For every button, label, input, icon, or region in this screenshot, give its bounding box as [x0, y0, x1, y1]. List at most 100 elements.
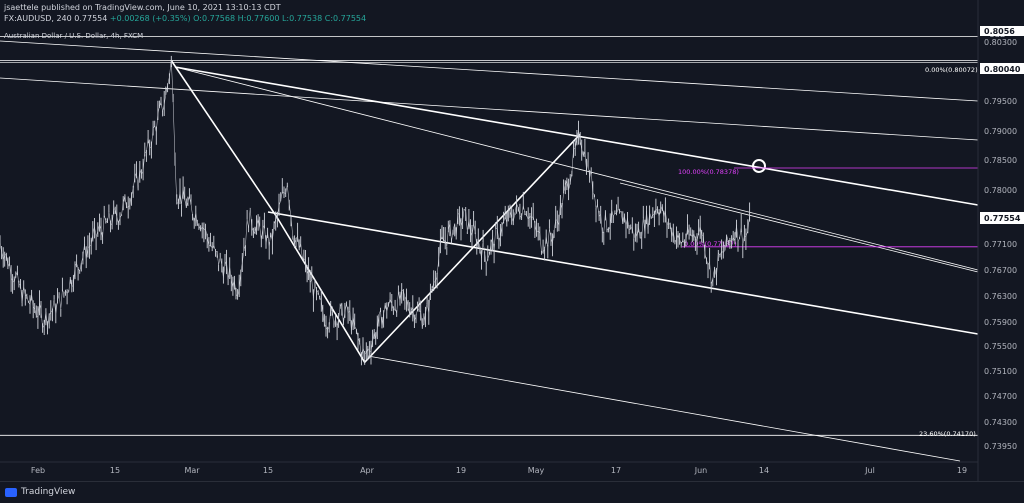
- price-link: [572, 149, 574, 172]
- price-link: [27, 296, 29, 302]
- price-tick: 0.79500: [984, 97, 1017, 106]
- price-link: [384, 304, 386, 314]
- trendlines: [0, 36, 978, 461]
- time-tick: 19: [456, 466, 466, 475]
- time-tick: Jul: [864, 466, 875, 475]
- price-link: [437, 259, 439, 277]
- tradingview-icon: [5, 488, 17, 497]
- price-link: [466, 210, 468, 231]
- price-tick: 0.74700: [984, 392, 1017, 401]
- price-link: [494, 229, 496, 251]
- price-link: [447, 230, 449, 247]
- time-tick: 15: [110, 466, 120, 475]
- price-link: [710, 262, 712, 285]
- price-link: [173, 101, 175, 160]
- price-link: [109, 212, 111, 223]
- price-link: [598, 204, 600, 216]
- symbol-label[interactable]: FX:AUDUSD, 240: [4, 14, 72, 23]
- price-link: [268, 233, 270, 247]
- price-link: [125, 196, 127, 208]
- price-link: [169, 59, 171, 77]
- price-link: [175, 159, 177, 203]
- price-tick: 0.73950: [984, 442, 1017, 451]
- price-link: [604, 212, 606, 232]
- price-tick: 0.76700: [984, 266, 1017, 275]
- time-tick: Jun: [694, 466, 708, 475]
- time-tick: 17: [611, 466, 621, 475]
- price-link: [53, 299, 55, 310]
- price-link: [315, 283, 317, 291]
- price-link: [62, 290, 64, 294]
- price-link: [103, 215, 105, 237]
- price-link: [260, 226, 262, 240]
- trendline-thin-4: [368, 356, 960, 461]
- price-tick: 0.76300: [984, 292, 1017, 301]
- price-link: [191, 204, 193, 216]
- price-link: [291, 217, 293, 238]
- price-link: [588, 161, 590, 179]
- price-link: [161, 102, 163, 112]
- price-chart[interactable]: 0.00%(0.80072)100.00%(0.78378)0.00%(0.77…: [0, 0, 1024, 482]
- price-link: [137, 173, 139, 189]
- price-link: [318, 292, 320, 298]
- price-link: [59, 295, 61, 310]
- price-link: [247, 219, 249, 228]
- price-tick: 0.79000: [984, 127, 1017, 136]
- trendline-thin-1: [0, 78, 978, 140]
- price-series: [0, 56, 750, 365]
- open-value: O:0.77568: [193, 14, 235, 23]
- chart-header: jsaettele published on TradingView.com, …: [0, 0, 1024, 30]
- price-tick: 0.74300: [984, 418, 1017, 427]
- level-price-label: 0.80040: [984, 65, 1021, 74]
- price-link: [397, 292, 399, 313]
- price-link: [642, 217, 644, 238]
- price-link: [717, 253, 719, 277]
- price-link: [416, 309, 418, 317]
- price-link: [548, 229, 550, 248]
- time-tick: Feb: [31, 466, 45, 475]
- fib-label: 23.60%(0.74170): [919, 430, 976, 438]
- price-axis[interactable]: 0.803000.799500.795000.790000.785000.780…: [978, 0, 1024, 482]
- price-link: [249, 208, 251, 228]
- instrument-label: Australian Dollar / U.S. Dollar, 4h, FXC…: [4, 32, 143, 40]
- price-link: [312, 280, 314, 298]
- price-tick: 0.75500: [984, 342, 1017, 351]
- price-change: +0.00268 (+0.35%): [110, 14, 191, 23]
- time-tick: 15: [263, 466, 273, 475]
- trendline-thin-2: [175, 67, 978, 270]
- price-link: [217, 252, 219, 265]
- price-link: [151, 128, 153, 147]
- price-link: [483, 241, 485, 254]
- price-link: [741, 228, 743, 245]
- price-link: [740, 228, 742, 239]
- time-tick: May: [528, 466, 545, 475]
- price-link: [562, 192, 564, 209]
- price-link: [146, 139, 148, 153]
- price-link: [540, 233, 542, 252]
- publisher-text: jsaettele published on TradingView.com, …: [4, 3, 281, 12]
- time-tick: 19: [957, 466, 967, 475]
- high-value: H:0.77600: [238, 14, 280, 23]
- tradingview-logo[interactable]: TradingView: [5, 487, 75, 497]
- price-link: [452, 230, 454, 242]
- price-link: [133, 177, 135, 189]
- price-link: [533, 216, 535, 224]
- price-link: [246, 219, 248, 245]
- time-tick: Apr: [360, 466, 375, 475]
- price-link: [605, 212, 607, 229]
- price-link: [83, 244, 85, 257]
- fib-label: 100.00%(0.78378): [678, 168, 739, 176]
- price-tick: 0.75900: [984, 318, 1017, 327]
- price-link: [329, 309, 331, 327]
- price-link: [156, 114, 158, 132]
- price-tick: 0.77100: [984, 240, 1017, 249]
- price-link: [41, 310, 43, 328]
- price-link: [107, 212, 109, 223]
- price-link: [219, 257, 221, 265]
- price-link: [456, 214, 458, 237]
- price-link: [17, 272, 19, 285]
- price-link: [339, 307, 341, 319]
- channel-lower-line: [268, 212, 978, 334]
- price-link: [264, 225, 266, 244]
